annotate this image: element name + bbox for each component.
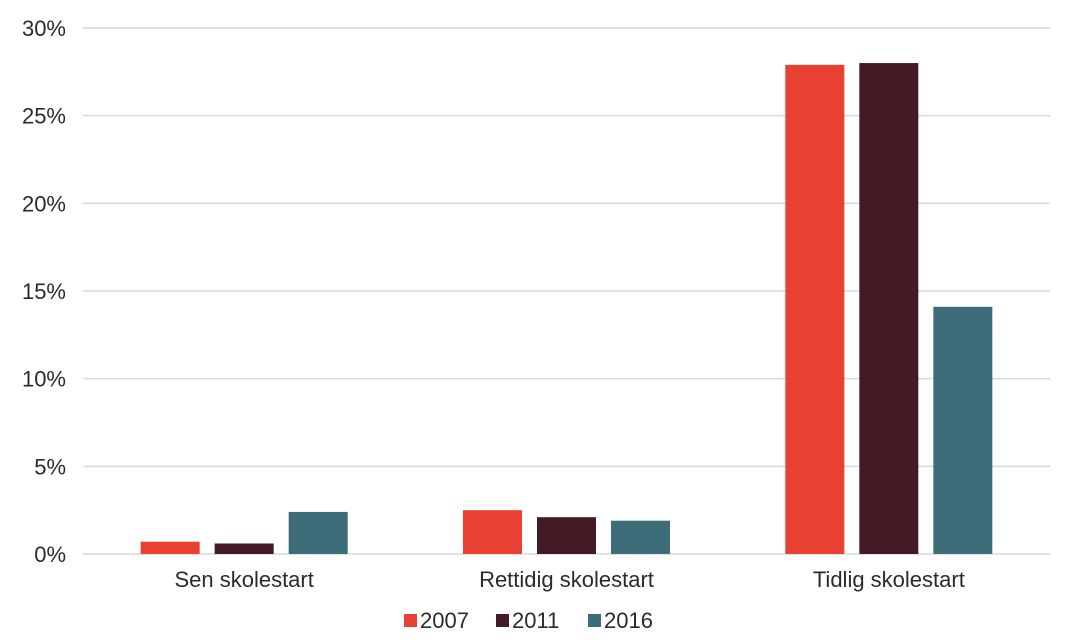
bar-2007-1 [140,541,200,554]
legend-item-2016: 2016 [588,608,653,633]
y-tick-label: 20% [22,191,66,216]
x-tick-label: Rettidig skolestart [479,567,654,592]
legend-label: 2007 [420,608,469,633]
legend-item-2011: 2011 [496,608,559,633]
bar-2016-2 [611,520,670,554]
legend-swatch [588,614,601,627]
bar-2007-2 [463,510,522,554]
y-tick-label: 25% [22,104,66,129]
bars [140,63,993,555]
y-tick-label: 5% [34,454,66,479]
x-tick-label: Sen skolestart [174,567,313,592]
gridlines [83,27,1050,555]
legend-label: 2011 [512,608,559,633]
bar-2011-2 [537,517,596,554]
x-tick-label: Tidlig skolestart [813,567,965,592]
x-axis-tick-labels: Sen skolestart Rettidig skolestart Tidlig … [174,567,964,592]
legend-item-2007: 2007 [404,608,469,633]
y-tick-label: 30% [22,16,66,41]
y-tick-label: 10% [22,367,66,392]
legend-swatch [496,614,509,627]
bar-2011-1 [214,543,274,554]
bar-2007-3 [785,64,845,554]
y-tick-label: 0% [34,542,66,567]
legend-label: 2016 [604,608,653,633]
bar-2016-3 [933,306,993,554]
legend-swatch [404,614,417,627]
y-tick-label: 15% [22,279,66,304]
y-axis-tick-labels: 0% 5% 10% 15% 20% 25% 30% [22,16,66,567]
legend: 2007 2011 2016 [404,608,653,633]
bar-2016-1 [288,511,348,554]
bar-2011-3 [859,63,919,555]
